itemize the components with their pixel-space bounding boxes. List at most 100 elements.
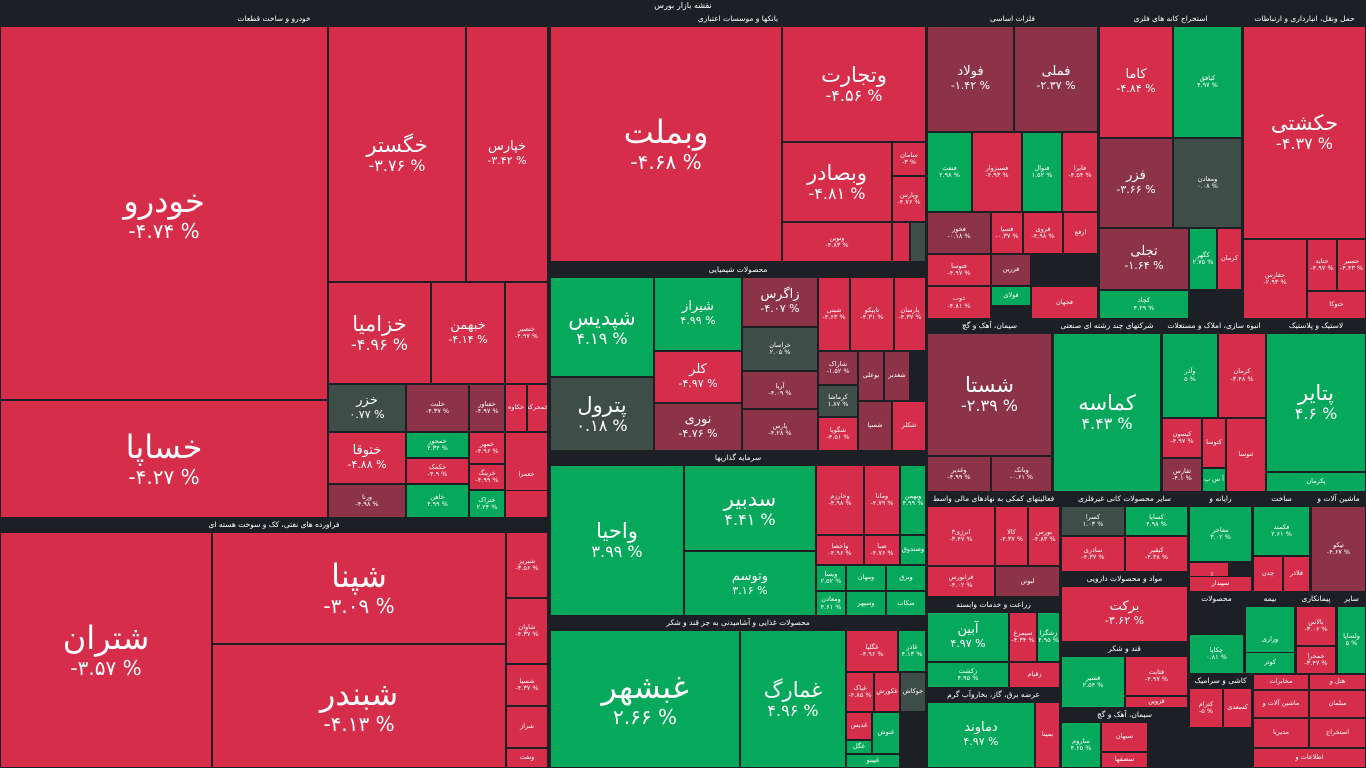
stock-tile[interactable]: تجلی -۱.۶۴ %: [1099, 228, 1189, 290]
stock-tile[interactable]: کیافق ۴.۹۷ %: [1173, 26, 1242, 138]
stock-tile[interactable]: [910, 222, 926, 262]
stock-tile[interactable]: پارس -۴.۲۸ %: [742, 409, 818, 451]
stock-tile[interactable]: خرینگ -۴.۹۹ %: [469, 464, 505, 490]
stock-tile[interactable]: غنوش: [872, 712, 900, 754]
stock-tile[interactable]: فسپا -۰.۳۷ %: [991, 212, 1023, 254]
stock-tile[interactable]: شاراک -۱.۵۲ %: [818, 351, 858, 385]
stock-tile[interactable]: حسیر -۴.۴۳ %: [1337, 239, 1366, 291]
sector-title[interactable]: انبوه سازی، املاک و مستغلات: [1167, 321, 1261, 330]
stock-tile[interactable]: فتوسا -۴.۹۷ %: [927, 254, 991, 286]
stock-tile[interactable]: کیقیر -۴.۳۸ %: [1125, 536, 1188, 572]
stock-tile[interactable]: پترول ۰.۱۸ %: [550, 377, 654, 451]
stock-tile[interactable]: سدبیر ۴.۴۱ %: [684, 465, 816, 551]
stock-tile[interactable]: چکاپا ۰.۸۱ %: [1189, 634, 1244, 674]
stock-tile[interactable]: کتوسا: [1202, 418, 1226, 468]
stock-tile[interactable]: کترام -۵ %: [1189, 688, 1223, 728]
stock-tile[interactable]: بالاس -۳.۰۶ %: [1296, 606, 1336, 646]
sector-title[interactable]: ماشین آلات و: [1317, 494, 1360, 503]
stock-tile[interactable]: سامان -۳ %: [892, 142, 926, 176]
sector-title[interactable]: زراعت و خدمات وابسته: [956, 600, 1031, 609]
stock-tile[interactable]: فجهان: [1031, 286, 1098, 319]
stock-tile[interactable]: فرابورس -۴.۰۲ %: [927, 566, 995, 597]
stock-tile[interactable]: غگلپا -۴.۹۶ %: [846, 630, 898, 672]
stock-tile[interactable]: فولاد -۱.۴۲ %: [927, 26, 1014, 132]
stock-tile[interactable]: ثنوسا: [1226, 418, 1266, 492]
stock-tile[interactable]: شسپا -۴.۳۷ %: [506, 664, 548, 706]
stock-tile[interactable]: خبهمن -۴.۱۴ %: [431, 282, 505, 384]
sector-title[interactable]: محصولات شیمیایی: [708, 265, 768, 274]
stock-tile[interactable]: دماوند ۴.۹۷ %: [927, 702, 1035, 768]
sector-title[interactable]: سرمایه گذاریها: [714, 453, 762, 462]
stock-tile[interactable]: خکمک -۴.۹ %: [406, 458, 469, 484]
stock-tile[interactable]: خساپا -۴.۲۷ %: [0, 400, 328, 518]
stock-tile[interactable]: ساروم ۴.۶۵ %: [1061, 722, 1101, 768]
stock-tile[interactable]: سبهان: [1101, 722, 1148, 752]
stock-tile[interactable]: مفاخر ۳.۰۲ %: [1189, 506, 1252, 562]
stock-tile[interactable]: کساپا ۴.۹۸ %: [1125, 506, 1188, 536]
stock-tile[interactable]: وتجارت -۴.۵۶ %: [782, 26, 926, 142]
stock-tile[interactable]: کسعدی: [1223, 688, 1252, 728]
stock-tile[interactable]: ختوقا -۴.۸۸ %: [328, 432, 406, 484]
sector-title[interactable]: سیمان، آهک و گچ: [1096, 710, 1153, 719]
stock-tile[interactable]: آبین ۴.۹۷ %: [927, 612, 1009, 662]
stock-tile[interactable]: وخارزم -۴.۹۸ %: [816, 465, 864, 535]
stock-tile[interactable]: وصندوق: [900, 535, 926, 565]
sector-title[interactable]: سیمان، آهک و گچ: [961, 321, 1018, 330]
stock-tile[interactable]: خنصیر -۴.۹۷ %: [505, 282, 548, 384]
stock-tile[interactable]: وسپهر: [846, 591, 886, 616]
stock-tile[interactable]: بمپنا: [1035, 702, 1060, 768]
stock-tile[interactable]: وبملت -۴.۶۸ %: [550, 26, 782, 262]
stock-tile[interactable]: سپیدار: [1189, 576, 1252, 592]
stock-tile[interactable]: فروی -۴.۹۸ %: [1023, 212, 1063, 254]
stock-tile[interactable]: [892, 222, 910, 262]
stock-tile[interactable]: مخابرات: [1253, 674, 1309, 690]
stock-tile[interactable]: خزر ۰.۷۷ %: [328, 384, 406, 432]
stock-tile[interactable]: ومانا -۴.۷۹ %: [864, 465, 900, 535]
sector-title[interactable]: مواد و محصولات دارویی: [1086, 574, 1163, 583]
stock-tile[interactable]: سیمرغ -۴.۳۴ %: [1009, 612, 1037, 662]
stock-tile[interactable]: کگهر ۲.۷۵ %: [1189, 228, 1217, 290]
stock-tile[interactable]: مدیریا: [1253, 718, 1309, 748]
stock-tile[interactable]: غبشهر ۲.۶۶ %: [550, 630, 740, 768]
stock-tile[interactable]: کاما -۴.۸۴ %: [1099, 26, 1173, 138]
stock-tile[interactable]: غگل: [846, 740, 872, 754]
sector-title[interactable]: ساخت: [1271, 494, 1292, 503]
sector-title[interactable]: رایانه و: [1209, 494, 1232, 503]
stock-tile[interactable]: حتوکا: [1307, 291, 1366, 319]
stock-tile[interactable]: استخراج: [1309, 718, 1366, 748]
stock-tile[interactable]: تاپیکو -۴.۳۱ %: [850, 277, 894, 351]
stock-tile[interactable]: قزوین: [1125, 696, 1188, 708]
stock-tile[interactable]: شپنا -۳.۰۹ %: [212, 532, 506, 644]
stock-tile[interactable]: ولساپا ۵ %: [1337, 606, 1366, 674]
stock-tile[interactable]: سکاب: [886, 591, 926, 616]
stock-tile[interactable]: قشیر ۲.۵۴ %: [1061, 656, 1125, 708]
stock-tile[interactable]: کرمان: [1217, 228, 1242, 290]
stock-tile[interactable]: خلنت -۴.۳۷ %: [406, 384, 469, 432]
stock-tile[interactable]: لبوتن: [995, 566, 1060, 597]
stock-tile[interactable]: ونفت: [506, 748, 548, 768]
stock-tile[interactable]: خپارس -۳.۴۲ %: [466, 26, 548, 282]
stock-tile[interactable]: کلر -۴.۹۷ %: [654, 351, 742, 403]
stock-tile[interactable]: وبرق: [886, 565, 926, 591]
stock-tile[interactable]: فخوز -۰.۱۸ %: [927, 212, 991, 254]
stock-tile[interactable]: زکشت ۴.۹۵ %: [927, 662, 1009, 688]
stock-tile[interactable]: شبریز -۳.۵۶ %: [506, 532, 548, 598]
stock-tile[interactable]: واحصا -۴.۹۶ %: [816, 535, 864, 565]
stock-tile[interactable]: کچاد ۴.۲۹ %: [1099, 290, 1189, 319]
stock-tile[interactable]: هتل و: [1309, 674, 1366, 690]
stock-tile[interactable]: شراز: [506, 706, 548, 748]
stock-tile[interactable]: ارفع: [1063, 212, 1098, 254]
stock-tile[interactable]: چدن: [1253, 556, 1283, 592]
stock-tile[interactable]: شگویا -۴.۵۱ %: [818, 417, 858, 451]
stock-tile[interactable]: قثابت -۴.۹۷ %: [1125, 656, 1188, 696]
stock-tile[interactable]: فنوال ۱.۵۲ %: [1022, 132, 1062, 212]
stock-tile[interactable]: غپاک -۴.۸۵ %: [846, 672, 874, 712]
stock-tile[interactable]: سصفها: [1101, 752, 1148, 768]
stock-tile[interactable]: تیکو -۴.۶۷ %: [1311, 506, 1366, 592]
stock-tile[interactable]: غکورش: [874, 672, 900, 712]
stock-tile[interactable]: زشگرا ۴.۹۵ %: [1037, 612, 1060, 662]
stock-tile[interactable]: شاوان -۴.۳۷ %: [506, 598, 548, 664]
stock-tile[interactable]: شتران -۳.۵۷ %: [0, 532, 212, 768]
stock-tile[interactable]: حکشتی -۴.۳۷ %: [1243, 26, 1366, 239]
stock-tile[interactable]: خزامیا -۴.۹۶ %: [328, 282, 431, 384]
